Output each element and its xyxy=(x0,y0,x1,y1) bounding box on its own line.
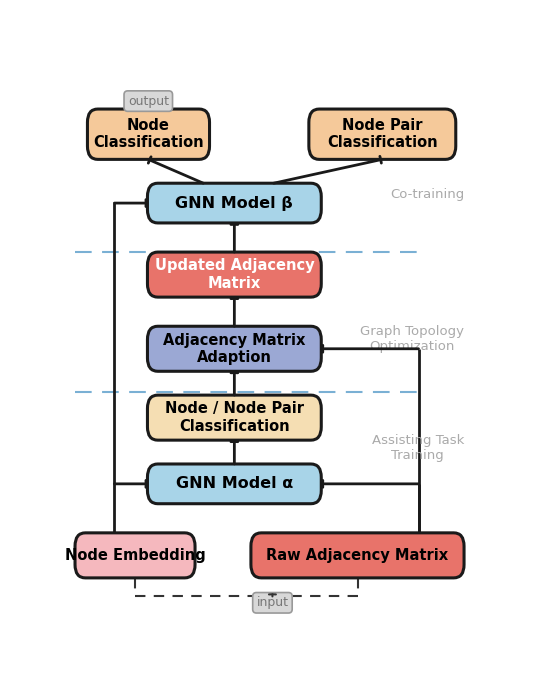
Text: Node Embedding: Node Embedding xyxy=(65,548,206,563)
FancyBboxPatch shape xyxy=(147,252,321,297)
FancyBboxPatch shape xyxy=(251,533,464,578)
Text: input: input xyxy=(256,596,288,610)
FancyBboxPatch shape xyxy=(147,183,321,223)
Text: Node / Node Pair
Classification: Node / Node Pair Classification xyxy=(165,401,304,434)
Text: Raw Adjacency Matrix: Raw Adjacency Matrix xyxy=(266,548,449,563)
FancyBboxPatch shape xyxy=(88,109,209,160)
Text: Assisting Task
Training: Assisting Task Training xyxy=(372,434,464,462)
FancyBboxPatch shape xyxy=(147,395,321,440)
Text: Graph Topology
Optimization: Graph Topology Optimization xyxy=(360,325,464,354)
Text: output: output xyxy=(128,95,169,107)
Text: GNN Model β: GNN Model β xyxy=(176,195,293,211)
Text: Node Pair
Classification: Node Pair Classification xyxy=(327,118,438,151)
FancyBboxPatch shape xyxy=(75,533,195,578)
FancyBboxPatch shape xyxy=(309,109,456,160)
FancyBboxPatch shape xyxy=(147,464,321,504)
Text: Node
Classification: Node Classification xyxy=(93,118,204,151)
Text: GNN Model α: GNN Model α xyxy=(176,476,293,491)
Text: Adjacency Matrix
Adaption: Adjacency Matrix Adaption xyxy=(163,332,305,365)
Text: Co-training: Co-training xyxy=(390,189,464,202)
FancyBboxPatch shape xyxy=(147,326,321,372)
Text: Updated Adjacency
Matrix: Updated Adjacency Matrix xyxy=(154,259,314,291)
